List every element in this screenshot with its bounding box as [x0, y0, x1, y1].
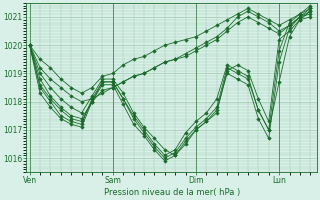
X-axis label: Pression niveau de la mer( hPa ): Pression niveau de la mer( hPa ) — [104, 188, 240, 197]
